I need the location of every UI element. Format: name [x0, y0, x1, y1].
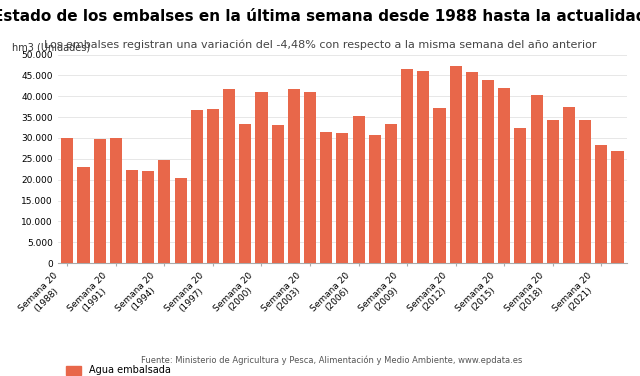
Bar	[337, 133, 348, 263]
Bar	[320, 132, 332, 263]
Legend: Agua embalsada: Agua embalsada	[63, 362, 175, 376]
Bar	[466, 72, 478, 263]
Bar	[417, 71, 429, 263]
Bar	[93, 139, 106, 263]
Bar	[547, 120, 559, 263]
Bar	[77, 167, 90, 263]
Bar	[126, 170, 138, 263]
Bar	[579, 120, 591, 263]
Text: Fuente: Ministerio de Agricultura y Pesca, Alimentación y Medio Ambiente, www.ep: Fuente: Ministerio de Agricultura y Pesc…	[141, 356, 522, 365]
Bar	[255, 92, 268, 263]
Bar	[401, 69, 413, 263]
Bar	[482, 80, 494, 263]
Bar	[595, 145, 607, 263]
Text: hm3 (Unidades): hm3 (Unidades)	[12, 42, 90, 52]
Bar	[498, 88, 510, 263]
Bar	[239, 124, 252, 263]
Bar	[191, 110, 203, 263]
Bar	[369, 135, 381, 263]
Bar	[515, 127, 527, 263]
Bar	[304, 92, 316, 263]
Bar	[611, 151, 623, 263]
Bar	[353, 116, 365, 263]
Bar	[158, 160, 170, 263]
Bar	[271, 124, 284, 263]
Bar	[531, 96, 543, 263]
Bar	[288, 89, 300, 263]
Bar	[142, 171, 154, 263]
Bar	[450, 66, 461, 263]
Bar	[61, 138, 74, 263]
Bar	[207, 109, 219, 263]
Bar	[563, 107, 575, 263]
Bar	[433, 108, 445, 263]
Text: Estado de los embalses en la última semana desde 1988 hasta la actualidad: Estado de los embalses en la última sema…	[0, 9, 640, 24]
Bar	[385, 124, 397, 263]
Text: Los embalses registran una variación del -4,48% con respecto a la misma semana d: Los embalses registran una variación del…	[44, 39, 596, 50]
Bar	[223, 89, 235, 263]
Bar	[175, 177, 187, 263]
Bar	[110, 138, 122, 263]
